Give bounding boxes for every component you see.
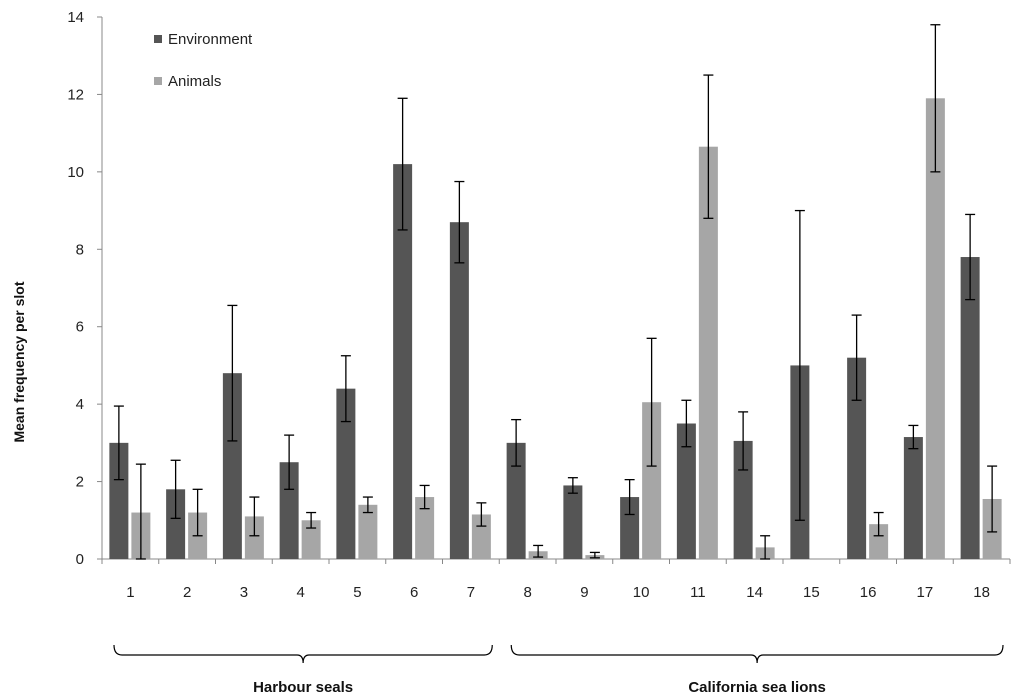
group-bracket-1 xyxy=(510,644,1004,664)
x-tick-label-11: 11 xyxy=(690,584,706,601)
y-tick-labels: 0 2 4 6 8 10 12 14 xyxy=(67,9,84,568)
x-tick-label-18: 18 xyxy=(973,584,990,601)
legend-swatch-environment xyxy=(154,35,162,43)
bar-animals-16 xyxy=(869,524,889,559)
y-tick-label: 12 xyxy=(67,86,84,103)
bar-environment-16 xyxy=(847,357,867,559)
x-tick-label-9: 9 xyxy=(580,584,588,601)
y-tick-label: 2 xyxy=(76,474,84,491)
bar-environment-6 xyxy=(393,164,413,559)
x-tick-label-15: 15 xyxy=(803,584,820,601)
group-label-0: Harbour seals xyxy=(253,679,353,696)
bar-environment-8 xyxy=(506,442,526,559)
bar-environment-5 xyxy=(336,388,356,559)
bar-animals-6 xyxy=(415,497,435,559)
x-tick-label-5: 5 xyxy=(353,584,361,601)
y-tick-label: 8 xyxy=(76,241,84,258)
legend-label-environment: Environment xyxy=(168,31,253,48)
x-tick-label-6: 6 xyxy=(410,584,418,601)
x-tick-label-2: 2 xyxy=(183,584,191,601)
x-tick-label-16: 16 xyxy=(860,584,877,601)
y-tick-label: 6 xyxy=(76,319,84,336)
bar-environment-3 xyxy=(222,373,242,559)
bar-environment-9 xyxy=(563,485,583,559)
bar-environment-4 xyxy=(279,462,299,559)
bar-animals-5 xyxy=(358,504,378,559)
chart-error-bars xyxy=(113,24,998,560)
bar-environment-18 xyxy=(960,257,980,559)
y-tick-label: 0 xyxy=(76,551,84,568)
x-tick-label-3: 3 xyxy=(240,584,248,601)
group-label-1: California sea lions xyxy=(688,679,826,696)
y-tick-label: 14 xyxy=(67,9,84,26)
x-tick-label-1: 1 xyxy=(126,584,134,601)
bar-environment-17 xyxy=(903,437,923,559)
bar-animals-11 xyxy=(698,146,718,559)
bar-animals-17 xyxy=(925,98,945,560)
legend-swatch-animals xyxy=(154,77,162,85)
group-brackets: Harbour seals California sea lions xyxy=(113,644,1004,696)
x-tick-label-17: 17 xyxy=(917,584,934,601)
group-bracket-0 xyxy=(113,644,493,664)
bar-animals-4 xyxy=(301,520,321,559)
chart-bars xyxy=(109,98,1002,560)
bar-environment-11 xyxy=(676,423,696,559)
x-tick-label-4: 4 xyxy=(296,584,304,601)
x-tick-label-10: 10 xyxy=(633,584,650,601)
x-tick-label-7: 7 xyxy=(467,584,475,601)
x-tick-label-8: 8 xyxy=(523,584,531,601)
bar-environment-1 xyxy=(109,442,129,559)
legend-label-animals: Animals xyxy=(168,73,221,90)
x-tick-labels: 1 2 3 4 5 6 7 8 9 10 11 14 15 16 17 18 xyxy=(126,584,990,601)
bar-environment-10 xyxy=(620,497,640,559)
y-tick-label: 4 xyxy=(76,396,84,413)
x-tick-label-14: 14 xyxy=(746,584,763,601)
y-axis-title: Mean frequency per slot xyxy=(11,281,27,442)
bar-environment-7 xyxy=(449,222,469,559)
chart-legend: Environment Animals xyxy=(154,31,253,90)
bar-environment-2 xyxy=(166,489,186,559)
bar-animals-3 xyxy=(244,516,264,559)
bar-animals-10 xyxy=(642,402,662,559)
y-tick-label: 10 xyxy=(67,164,84,181)
